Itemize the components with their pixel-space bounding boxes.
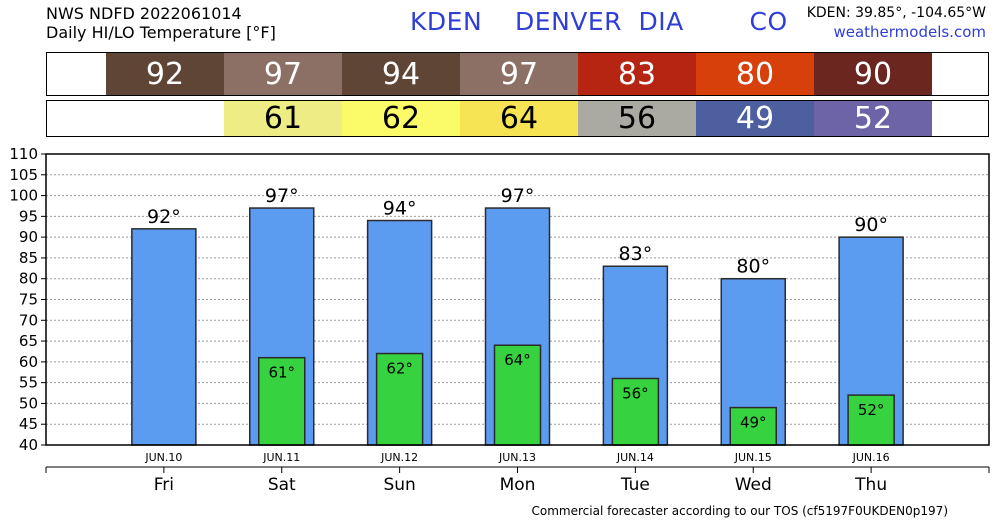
day-label: Wed xyxy=(735,475,772,495)
low-temp-label: 64° xyxy=(504,351,531,369)
low-temp-label: 56° xyxy=(622,384,649,402)
day-label: Fri xyxy=(154,475,174,495)
high-temp-label: 92° xyxy=(147,206,181,228)
high-temp-cell: 97 xyxy=(224,53,342,95)
low-temp-cell xyxy=(106,101,224,136)
date-label: JUN.11 xyxy=(262,451,300,464)
low-temp-cell: 56 xyxy=(578,101,696,136)
y-tick-label: 110 xyxy=(9,145,38,163)
day-label: Mon xyxy=(500,475,536,495)
low-temp-strip: 61 62 64 56 49 52 xyxy=(46,100,989,137)
y-tick-label: 85 xyxy=(19,249,38,267)
footer-note: Commercial forecaster according to our T… xyxy=(531,504,948,518)
high-temp-cell: 97 xyxy=(460,53,578,95)
date-label: JUN.12 xyxy=(380,451,418,464)
date-label: JUN.14 xyxy=(616,451,654,464)
high-temp-cell: 94 xyxy=(342,53,460,95)
low-temp-cell: 64 xyxy=(460,101,578,136)
low-temp-bar xyxy=(493,344,542,446)
high-temp-label: 80° xyxy=(736,256,770,278)
high-temp-strip: 92 97 94 97 83 80 90 xyxy=(46,52,989,96)
day-label: Sun xyxy=(383,475,415,495)
header-left: NWS NDFD 2022061014 Daily HI/LO Temperat… xyxy=(46,4,276,42)
y-tick-label: 40 xyxy=(19,436,38,454)
low-temp-label: 62° xyxy=(386,360,413,378)
high-temp-label: 90° xyxy=(854,214,888,236)
y-tick-label: 60 xyxy=(19,353,38,371)
high-temp-label: 94° xyxy=(383,198,417,220)
y-tick-label: 95 xyxy=(19,207,38,225)
low-temp-label: 52° xyxy=(858,401,885,419)
low-temp-cell: 61 xyxy=(224,101,342,136)
y-tick-label: 105 xyxy=(9,166,38,184)
y-tick-label: 70 xyxy=(19,311,38,329)
plot-frame xyxy=(45,153,990,446)
high-temp-label: 97° xyxy=(501,185,535,207)
site-link[interactable]: weathermodels.com xyxy=(833,23,986,41)
y-tick-label: 50 xyxy=(19,394,38,412)
date-label: JUN.13 xyxy=(498,451,536,464)
low-temp-bar xyxy=(847,394,895,446)
y-tick-label: 80 xyxy=(19,270,38,288)
y-tick-label: 100 xyxy=(9,187,38,205)
low-temp-cell: 62 xyxy=(342,101,460,136)
y-tick-label: 45 xyxy=(19,415,38,433)
header-right: KDEN: 39.85°, -104.65°W weathermodels.co… xyxy=(807,4,986,42)
high-temp-cell: 90 xyxy=(814,53,932,95)
high-temp-label: 97° xyxy=(265,185,299,207)
high-temp-label: 83° xyxy=(619,243,653,265)
temperature-bar-chart: 40 45 50 55 60 65 70 75 80 85 90 95 100 105 110 92° JUN.… xyxy=(9,145,990,495)
y-tick-label: 55 xyxy=(19,374,38,392)
day-label: Thu xyxy=(854,475,887,495)
high-temp-cell: 80 xyxy=(696,53,814,95)
low-temp-cell: 52 xyxy=(814,101,932,136)
high-temp-bar xyxy=(131,228,197,446)
day-label: Sat xyxy=(268,475,296,495)
high-temp-cell: 83 xyxy=(578,53,696,95)
date-label: JUN.15 xyxy=(734,451,772,464)
high-temp-cell: 92 xyxy=(106,53,224,95)
station-coords: KDEN: 39.85°, -104.65°W xyxy=(806,5,986,21)
product-title: Daily HI/LO Temperature [°F] xyxy=(46,23,276,42)
low-temp-bar xyxy=(611,377,660,446)
day-label: Tue xyxy=(620,475,650,495)
date-label: JUN.16 xyxy=(852,451,890,464)
model-run-label: NWS NDFD 2022061014 xyxy=(46,4,242,23)
y-tick-label: 90 xyxy=(19,228,38,246)
low-temp-label: 49° xyxy=(740,414,767,432)
low-temp-label: 61° xyxy=(268,364,295,382)
y-tick-label: 75 xyxy=(19,291,38,309)
low-temp-cell: 49 xyxy=(696,101,814,136)
date-label: JUN.10 xyxy=(144,451,182,464)
y-tick-label: 65 xyxy=(19,332,38,350)
station-title: KDEN DENVER DIA CO xyxy=(410,7,788,36)
